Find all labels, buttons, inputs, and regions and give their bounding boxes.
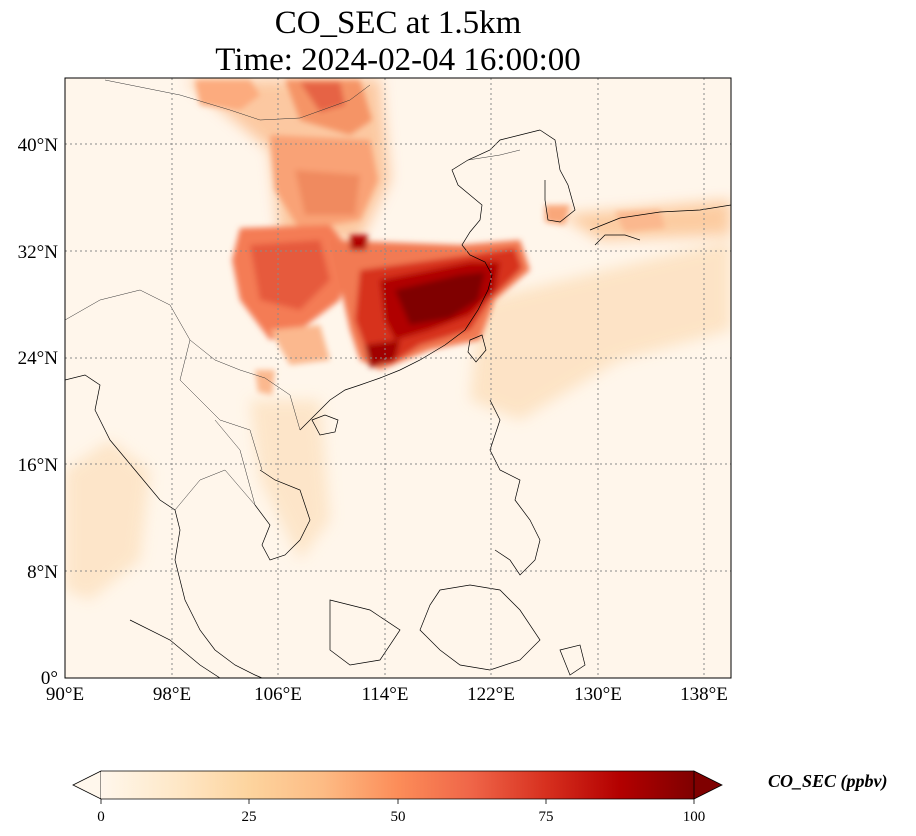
lon-tick-label: 98°E: [153, 684, 191, 705]
lat-tick-labels: 0° 8°N 16°N 24°N 32°N 40°N: [18, 135, 59, 689]
colorbar-gradient: [101, 771, 694, 799]
lon-tick-label: 90°E: [46, 684, 84, 705]
lon-tick-label: 122°E: [467, 684, 515, 705]
lat-tick-label: 40°N: [18, 135, 59, 156]
gridlines: [65, 78, 731, 678]
lon-tick-labels: 90°E 98°E 106°E 114°E 122°E 130°E 138°E: [46, 684, 728, 705]
lat-tick-label: 16°N: [18, 455, 59, 476]
lon-tick-label: 114°E: [362, 684, 409, 705]
map-title-line1: CO_SEC at 1.5km: [274, 5, 522, 41]
colorbar-tick-label: 25: [242, 809, 257, 825]
lon-tick-label: 138°E: [680, 684, 728, 705]
country-borders: [65, 79, 521, 511]
colorbar-tick-label: 50: [391, 809, 406, 825]
lon-tick-label: 130°E: [574, 684, 622, 705]
colorbar: 0 25 50 75 100 CO_SEC (ppbv): [72, 770, 888, 825]
map-background: [65, 78, 731, 678]
colorbar-extend-min: [72, 770, 102, 800]
colorbar-extend-max: [693, 770, 723, 800]
lat-tick-label: 8°N: [27, 562, 58, 583]
coastlines: [65, 129, 731, 678]
colorbar-tick-label: 100: [683, 809, 706, 825]
colorbar-tick-label: 0: [97, 809, 105, 825]
lat-tick-label: 32°N: [18, 242, 59, 263]
colorbar-tick-label: 75: [539, 809, 554, 825]
map-panel: [65, 78, 731, 678]
map-title-line2: Time: 2024-02-04 16:00:00: [215, 42, 581, 78]
lat-tick-label: 0°: [41, 668, 58, 689]
lon-tick-label: 106°E: [254, 684, 302, 705]
map-frame: [64, 77, 732, 679]
lat-tick-label: 24°N: [18, 348, 59, 369]
colorbar-title: CO_SEC (ppbv): [768, 771, 888, 792]
